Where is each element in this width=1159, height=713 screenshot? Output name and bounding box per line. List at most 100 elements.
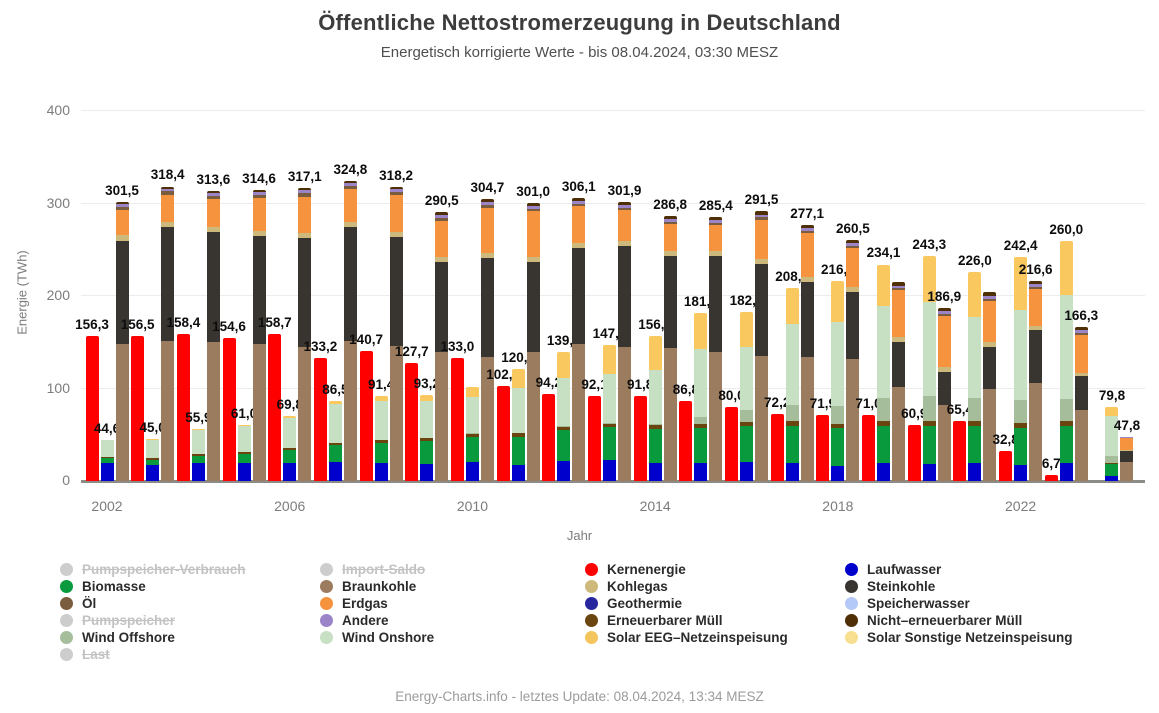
segment-ern_muell[interactable] [694, 424, 708, 429]
legend-item-kernenergie[interactable]: Kernenergie [585, 561, 788, 578]
segment-solar[interactable] [740, 312, 754, 347]
segment-andere[interactable] [755, 214, 769, 218]
bar-konventionelle-2018[interactable] [846, 240, 860, 481]
segment-biomasse[interactable] [1105, 463, 1119, 476]
segment-kohlegas[interactable] [892, 337, 906, 343]
segment-laufwasser[interactable] [557, 461, 571, 481]
bar-konventionelle-2007[interactable] [343, 180, 357, 481]
segment-biomasse[interactable] [922, 425, 936, 464]
bar-kernenergie-2017[interactable] [770, 414, 784, 481]
bar-kernenergie-2021[interactable] [953, 420, 967, 481]
segment-nicht_ern_muell[interactable] [435, 212, 449, 216]
segment-ern_muell[interactable] [146, 458, 160, 460]
segment-laufwasser[interactable] [694, 463, 708, 481]
segment-kohlegas[interactable] [343, 221, 357, 227]
bar-erneuerbare-2007[interactable] [328, 401, 342, 481]
bar-kernenergie-2018[interactable] [816, 414, 830, 481]
segment-nicht_ern_muell[interactable] [709, 217, 723, 221]
segment-wind_onshore[interactable] [146, 439, 160, 459]
segment-oel[interactable] [846, 245, 860, 248]
segment-wind_offshore[interactable] [511, 432, 525, 434]
bar-konventionelle-2008[interactable] [389, 186, 403, 481]
segment-kohlegas[interactable] [435, 257, 449, 262]
segment-ern_muell[interactable] [1059, 420, 1073, 426]
segment-erdgas[interactable] [572, 206, 586, 243]
segment-solar[interactable] [237, 424, 251, 426]
segment-braunkohle[interactable] [1120, 461, 1134, 481]
segment-wind_offshore[interactable] [648, 423, 662, 426]
segment-wind_offshore[interactable] [968, 398, 982, 421]
segment-oel[interactable] [480, 205, 494, 208]
segment-wind_offshore[interactable] [1105, 455, 1119, 463]
segment-ern_muell[interactable] [1014, 423, 1028, 429]
segment-andere[interactable] [892, 285, 906, 288]
segment-kohlegas[interactable] [206, 227, 220, 233]
bar-erneuerbare-2022[interactable] [1014, 256, 1028, 481]
segment-biomasse[interactable] [968, 425, 982, 464]
segment-ern_muell[interactable] [740, 421, 754, 426]
segment-erdgas[interactable] [252, 198, 266, 231]
segment-erdgas[interactable] [892, 290, 906, 338]
bar-kernenergie-2006[interactable] [268, 334, 282, 481]
legend-item-import-saldo[interactable]: Import-Saldo [320, 561, 434, 578]
segment-wind_onshore[interactable] [374, 400, 388, 440]
segment-braunkohle[interactable] [252, 344, 266, 481]
segment-wind_onshore[interactable] [191, 429, 205, 455]
segment-nicht_ern_muell[interactable] [983, 292, 997, 296]
segment-steinkohle[interactable] [1074, 376, 1088, 410]
segment-kernenergie[interactable] [907, 424, 921, 481]
segment-wind_offshore[interactable] [1059, 398, 1073, 421]
segment-erdgas[interactable] [755, 219, 769, 259]
segment-biomasse[interactable] [740, 425, 754, 463]
segment-oel[interactable] [709, 222, 723, 226]
legend-item-solar-sonstige-netzeinspeisung[interactable]: Solar Sonstige Netzeinspeisung [845, 629, 1073, 646]
segment-kernenergie[interactable] [633, 396, 647, 481]
segment-solar[interactable] [283, 416, 297, 419]
segment-laufwasser[interactable] [283, 462, 297, 481]
segment-laufwasser[interactable] [465, 462, 479, 481]
bar-erneuerbare-2012[interactable] [557, 352, 571, 481]
segment-oel[interactable] [161, 191, 175, 195]
segment-wind_onshore[interactable] [785, 323, 799, 405]
segment-laufwasser[interactable] [237, 463, 251, 481]
legend-item-wind-onshore[interactable]: Wind Onshore [320, 629, 434, 646]
segment-biomasse[interactable] [557, 430, 571, 462]
segment-solar[interactable] [557, 352, 571, 379]
segment-solar[interactable] [1105, 407, 1119, 416]
segment-nicht_ern_muell[interactable] [252, 190, 266, 193]
segment-andere[interactable] [480, 202, 494, 206]
segment-kohlegas[interactable] [937, 367, 951, 372]
segment-kohlegas[interactable] [1029, 326, 1043, 331]
segment-kohlegas[interactable] [252, 230, 266, 236]
segment-steinkohle[interactable] [206, 232, 220, 343]
segment-kohlegas[interactable] [1074, 372, 1088, 377]
segment-oel[interactable] [937, 314, 951, 317]
bar-konventionelle-2023[interactable] [1074, 327, 1088, 481]
segment-kernenergie[interactable] [268, 334, 282, 481]
segment-andere[interactable] [937, 311, 951, 315]
segment-oel[interactable] [983, 298, 997, 301]
segment-nicht_ern_muell[interactable] [617, 201, 631, 205]
segment-biomasse[interactable] [465, 436, 479, 463]
segment-erdgas[interactable] [480, 207, 494, 254]
segment-nicht_ern_muell[interactable] [526, 202, 540, 206]
bar-konventionelle-2021[interactable] [983, 292, 997, 481]
segment-steinkohle[interactable] [435, 261, 449, 352]
bar-erneuerbare-2002[interactable] [100, 439, 114, 481]
bar-konventionelle-2016[interactable] [755, 211, 769, 481]
segment-erdgas[interactable] [435, 220, 449, 258]
segment-ern_muell[interactable] [511, 433, 525, 437]
segment-andere[interactable] [1120, 437, 1134, 439]
bar-erneuerbare-2014[interactable] [648, 336, 662, 481]
segment-andere[interactable] [663, 218, 677, 222]
segment-oel[interactable] [892, 287, 906, 291]
segment-nicht_ern_muell[interactable] [298, 187, 312, 191]
segment-erdgas[interactable] [161, 194, 175, 222]
segment-braunkohle[interactable] [983, 389, 997, 481]
segment-braunkohle[interactable] [1074, 409, 1088, 481]
segment-ern_muell[interactable] [785, 421, 799, 426]
segment-nicht_ern_muell[interactable] [115, 202, 129, 205]
segment-ern_muell[interactable] [602, 423, 616, 428]
segment-braunkohle[interactable] [892, 386, 906, 481]
bar-konventionelle-2004[interactable] [206, 190, 220, 481]
